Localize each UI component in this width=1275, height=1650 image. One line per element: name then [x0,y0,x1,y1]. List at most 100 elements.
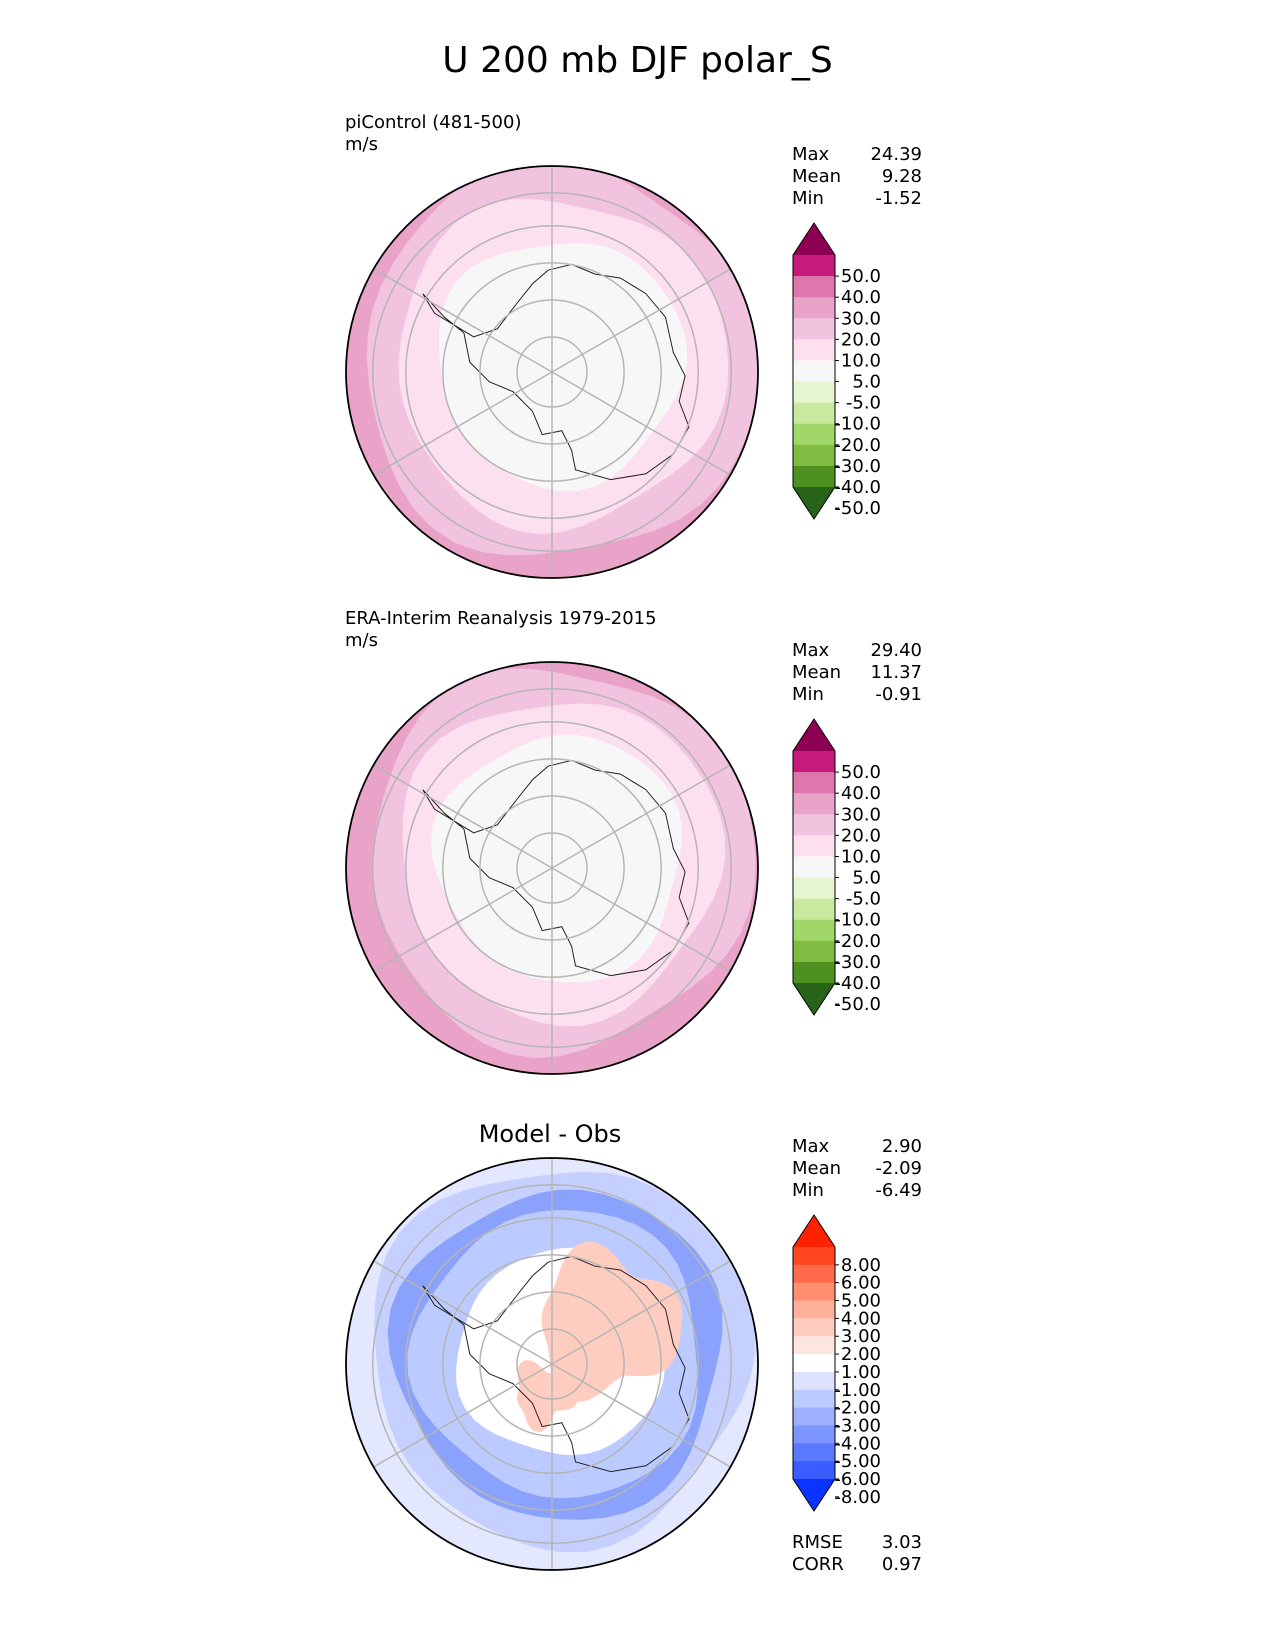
stat-key: Max [792,640,830,661]
colorbar-segment [793,877,835,900]
colorbar-segment [793,276,835,298]
contour-band [439,243,688,492]
longitude-gridline [551,1260,731,1365]
polar-map-1 [346,166,758,578]
contour-band [430,734,682,983]
longitude-gridline [373,867,553,972]
stat-key: Min [792,188,824,209]
colorbar-extend-bottom [793,487,835,519]
panel-2-stats: Max 29.40 Mean 11.37 Min -0.91 [792,640,922,706]
colorbar-segment [793,919,835,942]
colorbar-segment [793,465,835,488]
map-boundary [345,165,759,579]
colorbar-tick-label: 4.00 [841,1308,881,1329]
colorbar-tick-label: -5.00 [834,1451,881,1472]
stat-key: RMSE [792,1532,843,1553]
figure-title: U 200 mb DJF polar_S [442,40,833,81]
map-boundary [345,1157,759,1571]
colorbar-segment [793,423,835,446]
stat-key: Min [792,684,824,705]
colorbar-segment [793,856,835,879]
colorbar-tick-label: 10.0 [841,350,881,371]
stat-key: CORR [792,1554,844,1575]
colorbar-tick-label: 5.00 [841,1291,881,1312]
longitude-gridline [373,268,553,373]
colorbar-segment [793,898,835,921]
colorbar-segment [793,751,835,773]
panel-2-name: ERA-Interim Reanalysis 1979-2015 [345,608,657,629]
colorbar-extend-bottom [793,1479,835,1511]
colorbar-extend-top [793,1215,835,1247]
colorbar-segment [793,1300,835,1319]
longitude-gridline [551,867,731,972]
colorbar-tick-label: 2.00 [841,1344,881,1365]
colorbar-tick-label: 30.0 [841,308,881,329]
colorbar-segment [793,318,835,340]
colorbar-tick-label: 30.0 [841,804,881,825]
colorbar-segment [793,339,835,361]
stat-value: 9.28 [881,166,922,187]
colorbar-tick-label: 6.00 [841,1273,881,1294]
colorbar-tick-label: -40.0 [834,973,881,994]
panel-1-name: piControl (481-500) [345,112,522,133]
colorbar-tick-label: 20.0 [841,329,881,350]
stat-key: Mean [792,662,842,683]
colorbar-segment [793,940,835,963]
stat-value: -6.49 [875,1180,922,1201]
colorbar-tick-label: -3.00 [834,1415,881,1436]
colorbar-segment [793,1264,835,1284]
colorbar-tick-label: -8.00 [834,1487,881,1508]
colorbar-tick-label: -40.0 [834,477,881,498]
stat-value: -2.09 [875,1158,922,1179]
colorbar-tick-label: 50.0 [841,762,881,783]
colorbar-1: 50.040.030.020.010.05.0-5.0-10.0-20.0-30… [792,222,881,520]
colorbar-segment [793,402,835,425]
colorbar-tick-label: -6.00 [834,1469,881,1490]
antarctica-coastline [422,263,690,481]
panel-2-label: ERA-Interim Reanalysis 1979-2015 m/s [345,608,657,652]
colorbar-segment [793,814,835,836]
colorbar-tick-label: 8.00 [841,1255,881,1276]
colorbar-tick-label: 5.0 [852,372,881,393]
panel-1-label: piControl (481-500) m/s [345,112,521,156]
stat-value: 29.40 [870,640,922,661]
stat-key: Mean [792,1158,842,1179]
colorbar-tick-label: 5.0 [852,868,881,889]
colorbar-segment [793,255,835,277]
colorbar-tick-label: -10.0 [834,414,881,435]
stat-value: 24.39 [870,144,922,165]
longitude-gridline [551,764,731,869]
colorbar-segment [793,1461,835,1480]
panel-3-stats: Max 2.90 Mean -2.09 Min -6.49 [792,1136,922,1202]
longitude-gridline [551,371,731,476]
polar-map-2 [346,662,758,1074]
panel-1-stats: Max 24.39 Mean 9.28 Min -1.52 [792,144,922,210]
longitude-gridline [373,1260,553,1365]
colorbar-tick-label: -50.0 [834,994,881,1015]
colorbar-tick-label: -5.0 [846,889,881,910]
colorbar-segment [793,1425,835,1444]
colorbar-segment [793,793,835,815]
colorbar-tick-label: -20.0 [834,435,881,456]
colorbar-tick-label: -10.0 [834,910,881,931]
positive-anomaly-patch [541,1241,683,1403]
colorbar-tick-label: 3.00 [841,1326,881,1347]
antarctica-coastline [422,759,690,977]
colorbar-extend-top [793,223,835,255]
positive-anomaly-patch [516,1360,578,1432]
stat-value: -1.52 [875,188,922,209]
stat-value: 0.97 [881,1554,922,1575]
colorbar-segment [793,1371,835,1391]
longitude-gridline [551,1363,731,1468]
colorbar-extend-top [793,719,835,751]
longitude-gridline [373,371,553,476]
longitude-gridline [373,764,553,869]
stat-key: Max [792,144,830,165]
colorbar-tick-label: -5.0 [846,393,881,414]
colorbar-tick-label: -20.0 [834,931,881,952]
colorbar-tick-label: -1.00 [834,1380,881,1401]
stat-value: -0.91 [875,684,922,705]
colorbar-segment [793,381,835,404]
antarctica-coastline [422,1255,690,1473]
